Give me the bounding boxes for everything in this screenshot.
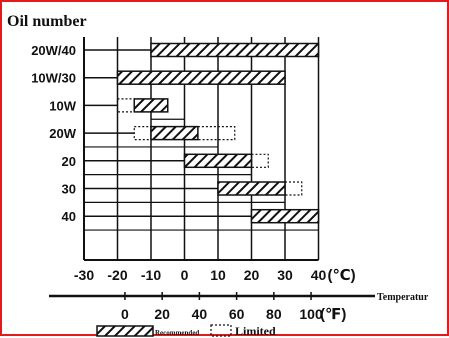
fahrenheit-tick-label: 100 bbox=[299, 306, 323, 322]
celsius-tick-label: 40 bbox=[311, 267, 327, 283]
fahrenheit-axis: (℉) 0 20 40 60 80 100 bbox=[121, 292, 346, 323]
legend-limited-swatch bbox=[210, 324, 232, 337]
celsius-unit-label: (℃) bbox=[328, 267, 356, 284]
limited-bar bbox=[197, 125, 236, 141]
recommended-bar bbox=[150, 42, 320, 58]
recommended-bar bbox=[217, 181, 286, 196]
recommended-bar bbox=[183, 153, 253, 169]
recommended-bar bbox=[250, 208, 320, 224]
legend-recommended-swatch bbox=[96, 325, 154, 337]
x-axis-title: Temperatur bbox=[377, 292, 429, 303]
category-label: 40 bbox=[62, 209, 76, 224]
category-label: 10W bbox=[49, 98, 76, 113]
recommended-bar bbox=[133, 98, 169, 113]
celsius-tick-label: -10 bbox=[141, 267, 161, 283]
category-labels: 20W/40 10W/30 10W 20W 20 30 40 bbox=[31, 43, 77, 224]
fahrenheit-tick-label: 20 bbox=[154, 306, 170, 322]
celsius-tick-label: 20 bbox=[244, 267, 260, 283]
category-label: 10W/30 bbox=[31, 71, 76, 86]
celsius-axis: (℃) -30 -20 -10 0 10 20 30 40 bbox=[74, 267, 356, 284]
chart-title: Oil number bbox=[7, 13, 87, 30]
celsius-tick-label: -20 bbox=[107, 267, 127, 283]
limited-bar bbox=[133, 125, 152, 141]
legend-limited-label: Limited bbox=[235, 324, 276, 338]
legend-recommended-label: Recommended bbox=[155, 329, 199, 337]
celsius-tick-label: -30 bbox=[74, 267, 94, 283]
fahrenheit-tick-label: 40 bbox=[192, 306, 208, 322]
category-label: 30 bbox=[62, 182, 76, 197]
category-label: 20W/40 bbox=[31, 43, 76, 58]
celsius-tick-label: 0 bbox=[181, 267, 189, 283]
limited-bar bbox=[284, 181, 303, 196]
chart-bars bbox=[116, 42, 320, 224]
fahrenheit-unit-label: (℉) bbox=[320, 306, 346, 323]
fahrenheit-tick-label: 60 bbox=[229, 306, 245, 322]
celsius-tick-label: 30 bbox=[277, 267, 293, 283]
category-label: 20 bbox=[62, 154, 76, 169]
fahrenheit-tick-label: 80 bbox=[266, 306, 282, 322]
recommended-bar bbox=[116, 70, 286, 85]
fahrenheit-tick-label: 0 bbox=[121, 306, 129, 322]
recommended-bar bbox=[150, 125, 199, 141]
limited-bar bbox=[116, 98, 135, 113]
limited-bar bbox=[250, 153, 269, 168]
category-label: 20W bbox=[49, 126, 76, 141]
celsius-tick-label: 10 bbox=[210, 267, 226, 283]
